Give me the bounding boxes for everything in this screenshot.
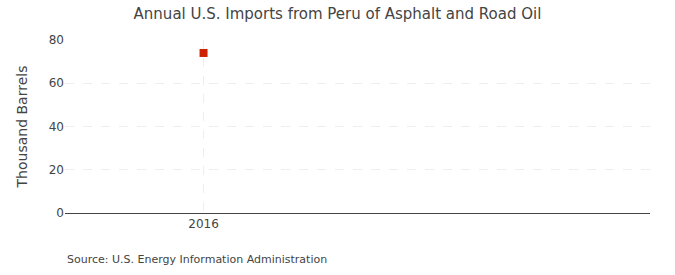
svg-text:60: 60 [49,76,64,90]
svg-text:80: 80 [49,33,64,47]
svg-text:Source: U.S. Energy Informatio: Source: U.S. Energy Information Administ… [67,253,327,266]
svg-text:Thousand Barrels: Thousand Barrels [14,66,30,189]
svg-text:0: 0 [56,206,64,220]
svg-text:20: 20 [49,163,64,177]
svg-text:Annual U.S. Imports from Peru: Annual U.S. Imports from Peru of Asphalt… [134,5,542,23]
svg-text:2016: 2016 [188,217,219,231]
svg-text:40: 40 [49,120,64,134]
